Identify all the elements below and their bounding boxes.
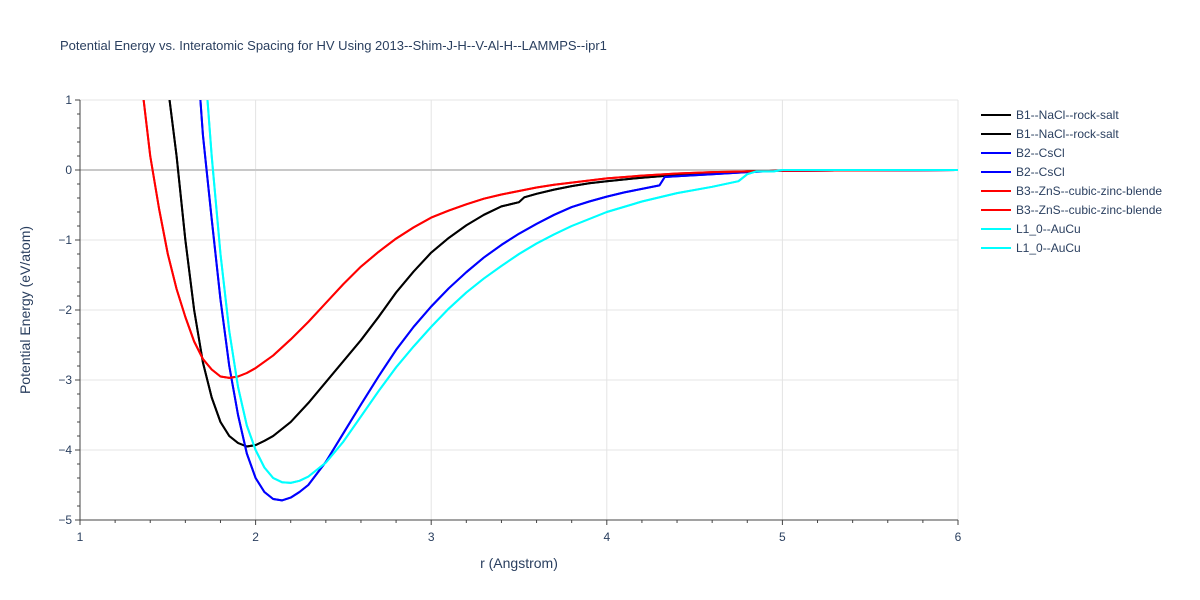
- x-tick-label: 6: [955, 530, 962, 544]
- y-tick-label: −1: [58, 233, 72, 247]
- series-line-7: [206, 100, 958, 484]
- legend-label: L1_0--AuCu: [1016, 241, 1081, 255]
- y-tick-label: −2: [58, 303, 72, 317]
- series-line-5: [142, 100, 958, 379]
- x-tick-label: 3: [428, 530, 435, 544]
- legend-item[interactable]: B3--ZnS--cubic-zinc-blende: [981, 203, 1162, 217]
- x-tick-label: 5: [779, 530, 786, 544]
- y-tick-label: −5: [58, 513, 72, 527]
- legend-item[interactable]: B1--NaCl--rock-salt: [981, 127, 1119, 141]
- y-tick-label: −4: [58, 443, 72, 457]
- series-line-3: [199, 100, 958, 502]
- x-tick-label: 2: [252, 530, 259, 544]
- legend-label: B3--ZnS--cubic-zinc-blende: [1016, 184, 1162, 198]
- legend[interactable]: B1--NaCl--rock-salt B1--NaCl--rock-salt B2…: [981, 108, 1162, 255]
- legend-label: B1--NaCl--rock-salt: [1016, 127, 1119, 141]
- legend-item[interactable]: B3--ZnS--cubic-zinc-blende: [981, 184, 1162, 198]
- legend-item[interactable]: L1_0--AuCu: [981, 241, 1081, 255]
- y-tick-label: 1: [65, 93, 72, 107]
- legend-label: L1_0--AuCu: [1016, 222, 1081, 236]
- y-axis-title: Potential Energy (eV/atom): [17, 226, 33, 394]
- series-line-1: [168, 100, 958, 448]
- legend-item[interactable]: B2--CsCl: [981, 146, 1065, 160]
- legend-item[interactable]: B2--CsCl: [981, 165, 1065, 179]
- legend-item[interactable]: L1_0--AuCu: [981, 222, 1081, 236]
- x-axis-title: r (Angstrom): [480, 555, 558, 571]
- series-layer: [142, 100, 958, 502]
- legend-item[interactable]: B1--NaCl--rock-salt: [981, 108, 1119, 122]
- legend-label: B2--CsCl: [1016, 165, 1065, 179]
- legend-label: B2--CsCl: [1016, 146, 1065, 160]
- y-tick-label: −3: [58, 373, 72, 387]
- y-tick-labels: 1 0 −1 −2 −3 −4 −5: [58, 93, 72, 527]
- y-tick-label: 0: [65, 163, 72, 177]
- legend-label: B1--NaCl--rock-salt: [1016, 108, 1119, 122]
- x-tick-labels: 1 2 3 4 5 6: [77, 530, 962, 544]
- x-tick-label: 4: [603, 530, 610, 544]
- axes: [75, 99, 959, 525]
- chart-title: Potential Energy vs. Interatomic Spacing…: [60, 38, 607, 53]
- x-tick-label: 1: [77, 530, 84, 544]
- legend-label: B3--ZnS--cubic-zinc-blende: [1016, 203, 1162, 217]
